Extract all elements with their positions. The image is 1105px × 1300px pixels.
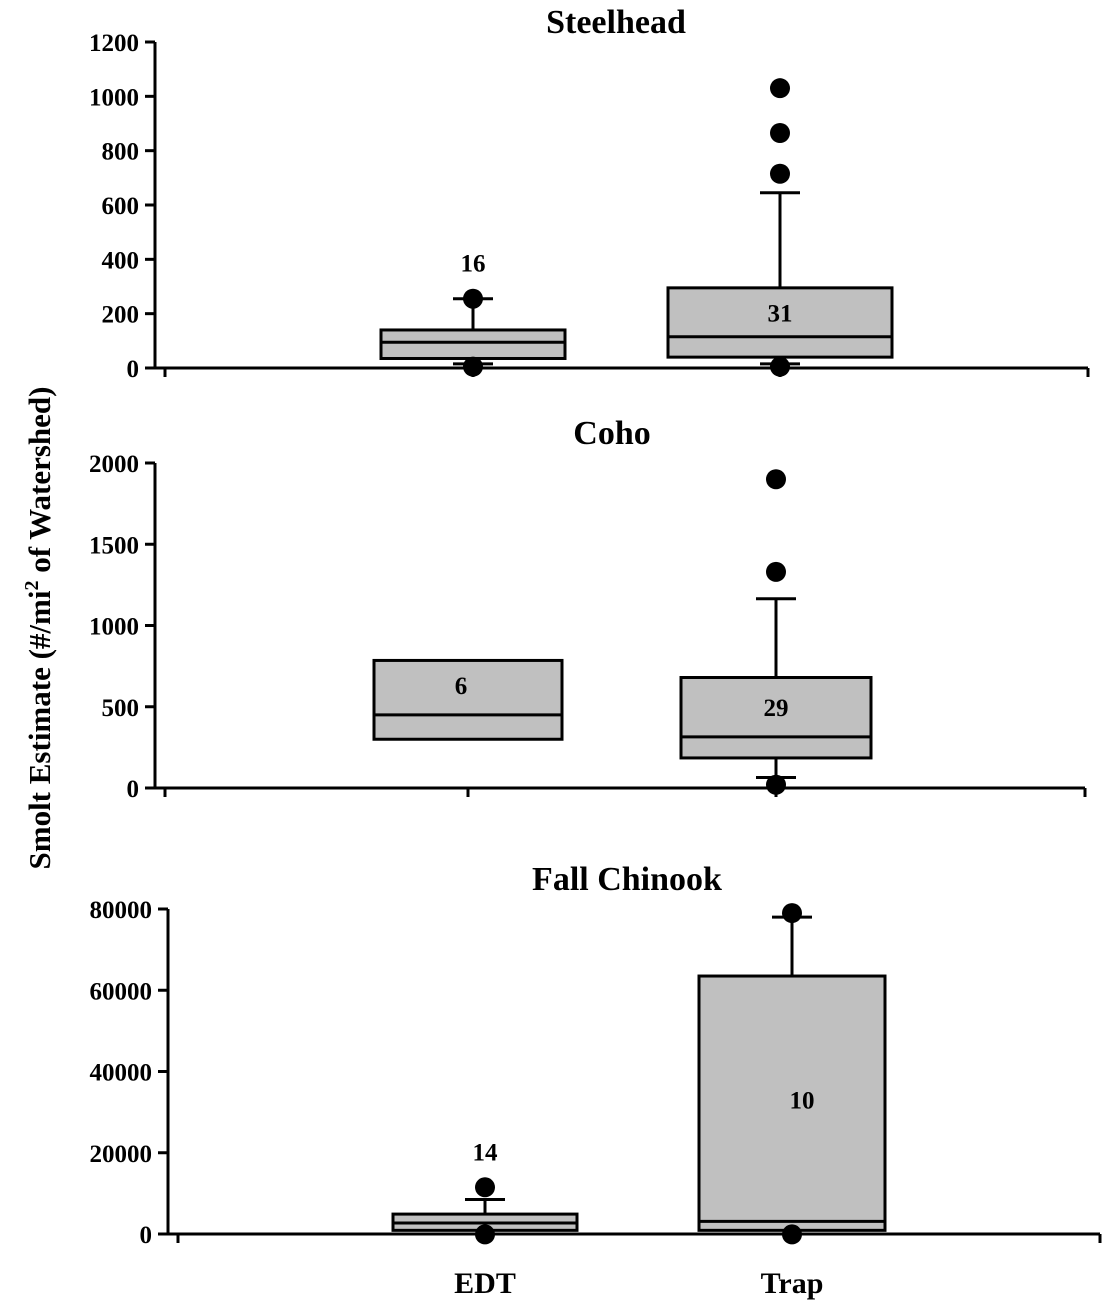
panel-steelhead: Steelhead 0 200 400 600 800 1000 1200 16 31: [89, 4, 1090, 383]
y-axis-title: Smolt Estimate (#/mi2 of Watershed): [21, 387, 57, 870]
outlier-point: [766, 774, 786, 795]
panel-title: Steelhead: [546, 4, 686, 41]
panel-coho: Coho 0 500 1000 1500 2000 6 29: [89, 415, 1087, 803]
panel-title: Fall Chinook: [532, 861, 722, 898]
outlier-point: [475, 1224, 495, 1245]
outlier-point: [782, 1224, 802, 1245]
panel-fall-chinook: Fall Chinook 0 20000 40000 60000 80000 14 10: [90, 861, 1102, 1249]
y-tick-label: 40000: [90, 1060, 153, 1087]
outlier-point: [766, 561, 786, 582]
panel-title: Coho: [573, 415, 650, 452]
box-body: [372, 658, 564, 741]
sample-size-label: 10: [790, 1088, 815, 1115]
y-tick-label: 800: [102, 139, 140, 166]
box-edt: 16: [379, 251, 567, 377]
outlier-point: [766, 469, 786, 490]
outlier-point: [770, 356, 790, 377]
y-tick-label: 1200: [89, 30, 139, 57]
box-trap: 29: [679, 469, 873, 795]
sample-size-label: 14: [473, 1139, 499, 1166]
box-edt: 6: [372, 658, 564, 741]
sample-size-label: 29: [764, 695, 789, 722]
box-body: [379, 328, 567, 360]
y-tick-label: 1000: [89, 614, 139, 641]
outlier-point: [475, 1177, 495, 1198]
y-tick-label: 0: [127, 776, 140, 803]
box-body: [679, 676, 873, 760]
outlier-point: [463, 356, 483, 377]
outlier-point: [770, 163, 790, 184]
y-tick-label: 60000: [90, 978, 153, 1005]
y-tick-label: 80000: [90, 897, 153, 924]
y-tick-label: 0: [140, 1222, 153, 1249]
outlier-point: [770, 78, 790, 99]
box-body: [697, 974, 887, 1232]
x-category-label: Trap: [761, 1267, 824, 1300]
y-tick-label: 0: [127, 356, 140, 383]
y-tick-label: 200: [102, 302, 140, 329]
outlier-point: [463, 288, 483, 309]
y-tick-label: 500: [102, 695, 140, 722]
outlier-point: [770, 123, 790, 144]
y-tick-label: 1500: [89, 532, 139, 559]
sample-size-label: 6: [455, 673, 468, 700]
box-trap: 10: [697, 903, 887, 1245]
sample-size-label: 31: [768, 300, 793, 327]
sample-size-label: 16: [461, 251, 486, 278]
y-tick-label: 1000: [89, 84, 139, 111]
x-category-label: EDT: [454, 1267, 516, 1300]
y-tick-label: 600: [102, 193, 140, 220]
y-tick-label: 2000: [89, 451, 139, 478]
outlier-point: [782, 903, 802, 924]
panels-group: Steelhead 0 200 400 600 800 1000 1200 16 31 Coho 0 5…: [89, 4, 1102, 1300]
box-trap: 31: [666, 78, 894, 377]
box-edt: 14: [391, 1139, 579, 1245]
y-tick-label: 400: [102, 247, 140, 274]
y-tick-label: 20000: [90, 1141, 153, 1168]
